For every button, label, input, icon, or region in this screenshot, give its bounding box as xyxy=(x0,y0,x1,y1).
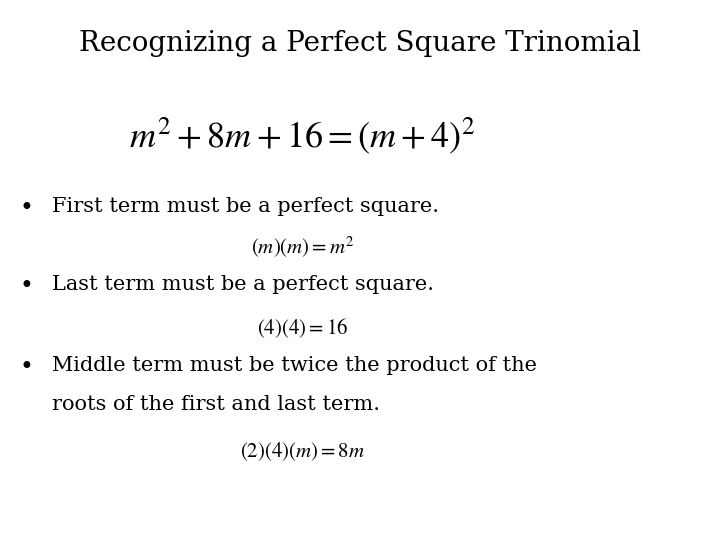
Text: Last term must be a perfect square.: Last term must be a perfect square. xyxy=(52,275,434,294)
Text: Middle term must be twice the product of the: Middle term must be twice the product of… xyxy=(52,356,537,375)
Text: First term must be a perfect square.: First term must be a perfect square. xyxy=(52,197,439,216)
Text: •: • xyxy=(19,275,33,299)
Text: roots of the first and last term.: roots of the first and last term. xyxy=(52,395,380,414)
Text: $(4)(4) = 16$: $(4)(4) = 16$ xyxy=(257,316,348,340)
Text: $m^2+8m+16=(m+4)^2$: $m^2+8m+16=(m+4)^2$ xyxy=(130,116,475,157)
Text: •: • xyxy=(19,356,33,380)
Text: •: • xyxy=(19,197,33,220)
Text: $(m)(m) = m^2$: $(m)(m) = m^2$ xyxy=(251,235,354,260)
Text: $(2)(4)(m) = 8m$: $(2)(4)(m) = 8m$ xyxy=(240,440,365,463)
Text: Recognizing a Perfect Square Trinomial: Recognizing a Perfect Square Trinomial xyxy=(79,30,641,57)
